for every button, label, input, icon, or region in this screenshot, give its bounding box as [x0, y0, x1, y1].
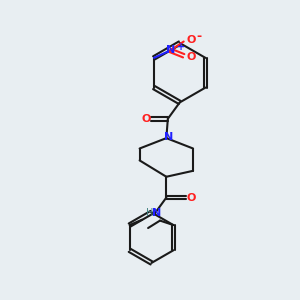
Text: O: O: [141, 114, 151, 124]
Text: H: H: [146, 208, 153, 218]
Text: N: N: [164, 132, 173, 142]
Text: O: O: [186, 52, 196, 62]
Text: +: +: [177, 42, 185, 52]
Text: O: O: [186, 35, 196, 45]
Text: N: N: [152, 208, 161, 218]
Text: O: O: [186, 193, 196, 202]
Text: N: N: [166, 45, 175, 56]
Text: -: -: [196, 30, 202, 43]
